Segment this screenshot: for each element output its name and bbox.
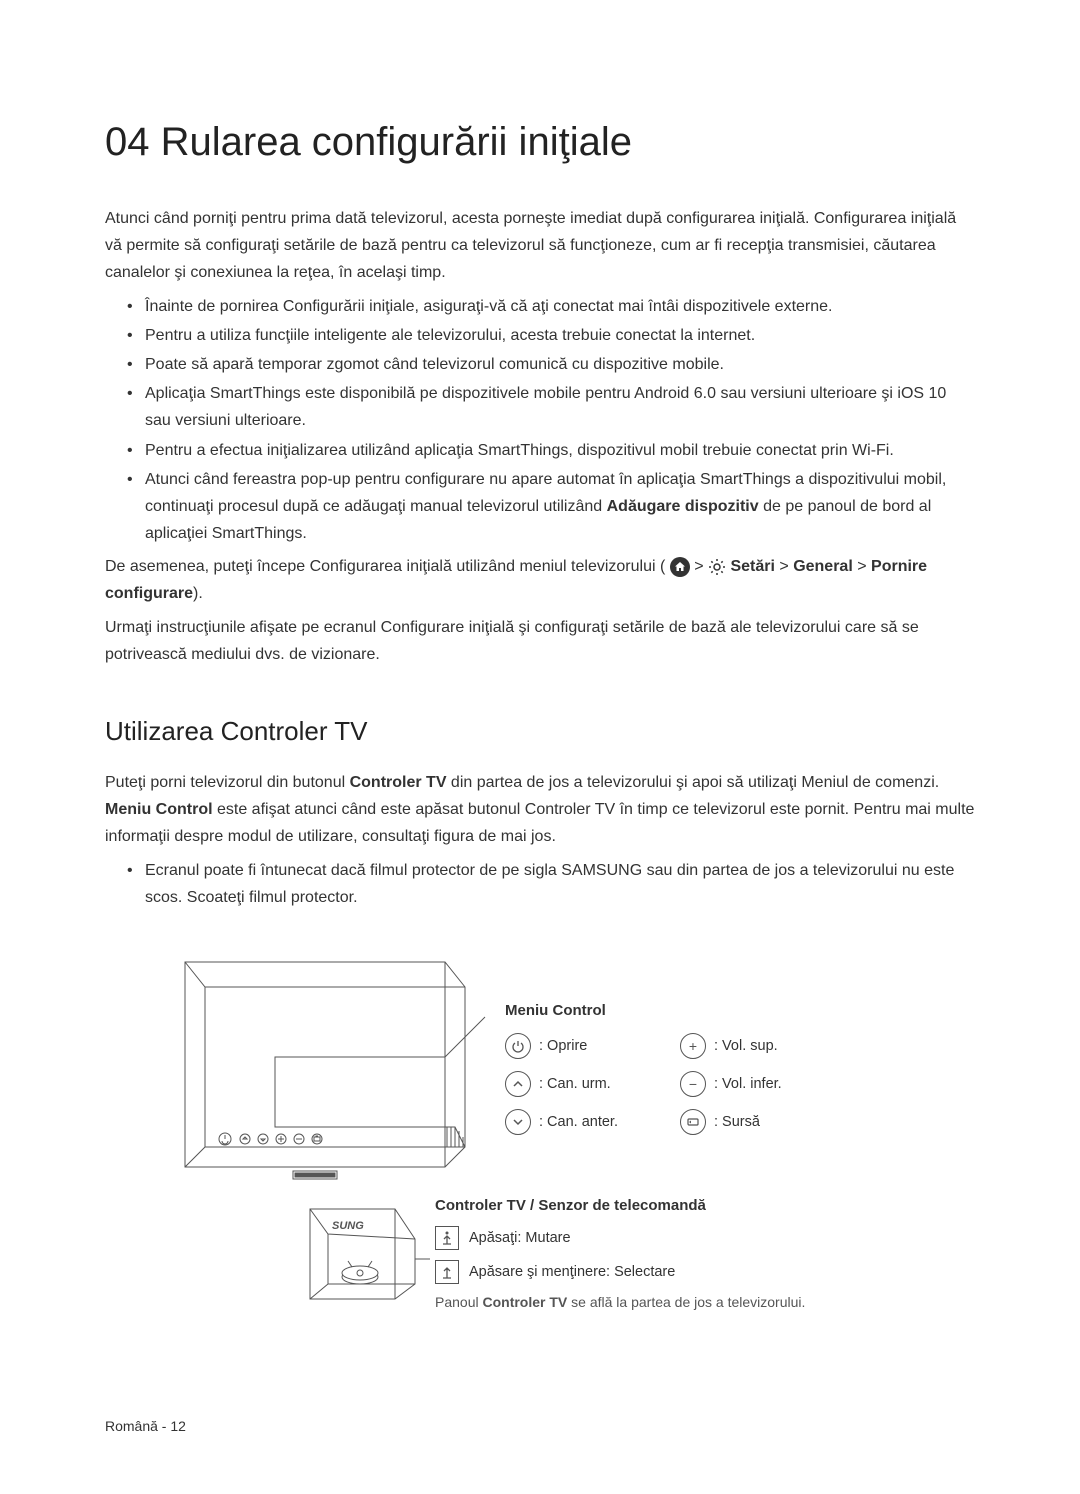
menu-item-label: : Can. anter. (539, 1114, 618, 1130)
menu-item-chup: : Can. urm. (505, 1071, 680, 1097)
path-general: General (793, 558, 853, 575)
menu-item-label: : Sursă (714, 1114, 760, 1130)
menu-item-volup: + : Vol. sup. (680, 1033, 855, 1059)
menu-path: De asemenea, puteţi începe Configurarea … (105, 553, 975, 607)
list-item: Pentru a efectua iniţializarea utilizând… (145, 437, 975, 464)
menu-item-label: : Can. urm. (539, 1076, 611, 1092)
menu-control-title: Meniu Control (505, 1002, 855, 1019)
menu-control-block: Meniu Control : Oprire + : Vol. sup. : (505, 1002, 855, 1135)
chevron-right-icon: > (694, 558, 708, 575)
page-title: 04 Rularea configurării iniţiale (105, 120, 975, 165)
list-item: Pentru a utiliza funcţiile inteligente a… (145, 322, 975, 349)
menu-grid: : Oprire + : Vol. sup. : Can. urm. − : V… (505, 1033, 855, 1135)
chevron-right-icon: > (779, 558, 793, 575)
menu-item-power: : Oprire (505, 1033, 680, 1059)
chevron-up-icon (505, 1071, 531, 1097)
list-item: Ecranul poate fi întunecat dacă filmul p… (145, 857, 975, 911)
home-icon (670, 557, 690, 577)
bullet-list-1: Înainte de pornirea Configurării iniţial… (105, 293, 975, 548)
text: Panoul (435, 1294, 482, 1310)
list-item: Înainte de pornirea Configurării iniţial… (145, 293, 975, 320)
source-icon (680, 1109, 706, 1135)
press-hold-icon (435, 1260, 459, 1284)
diagram-area: Meniu Control : Oprire + : Vol. sup. : (105, 947, 975, 1407)
press-move-icon (435, 1226, 459, 1250)
power-icon (505, 1033, 531, 1059)
controller-note: Panoul Controler TV se află la partea de… (435, 1294, 995, 1310)
minus-icon: − (680, 1071, 706, 1097)
plus-icon: + (680, 1033, 706, 1059)
chevron-right-icon: > (857, 558, 871, 575)
bold-text: Controler TV (482, 1294, 567, 1310)
action-label: Apăsare şi menţinere: Selectare (469, 1264, 675, 1280)
action-row-move: Apăsaţi: Mutare (435, 1226, 995, 1250)
menu-item-chdn: : Can. anter. (505, 1109, 680, 1135)
text: se află la partea de jos a televizorului… (567, 1294, 805, 1310)
controller-block: Controler TV / Senzor de telecomandă Apă… (435, 1197, 995, 1310)
instructions-paragraph: Urmaţi instrucţiunile afişate pe ecranul… (105, 614, 975, 668)
menu-item-source: : Sursă (680, 1109, 855, 1135)
text: este afişat atunci când este apăsat buto… (105, 801, 974, 845)
gear-icon (708, 558, 726, 576)
logo-text: SUNG (332, 1220, 364, 1232)
tv-diagram (165, 947, 495, 1197)
page-footer: Română - 12 (105, 1418, 186, 1434)
section2-paragraph: Puteţi porni televizorul din butonul Con… (105, 769, 975, 851)
text: din partea de jos a televizorului şi apo… (446, 774, 939, 791)
bold-text: Controler TV (350, 774, 447, 791)
controller-detail-diagram: SUNG (300, 1199, 430, 1309)
document-page: 04 Rularea configurării iniţiale Atunci … (0, 0, 1080, 1407)
menu-item-label: : Vol. sup. (714, 1038, 778, 1054)
list-item: Aplicaţia SmartThings este disponibilă p… (145, 380, 975, 434)
menu-item-label: : Vol. infer. (714, 1076, 782, 1092)
controller-title: Controler TV / Senzor de telecomandă (435, 1197, 995, 1214)
path-text: De asemenea, puteţi începe Configurarea … (105, 558, 665, 575)
list-item: Poate să apară temporar zgomot când tele… (145, 351, 975, 378)
text: Puteţi porni televizorul din butonul (105, 774, 350, 791)
list-item: Atunci când fereastra pop-up pentru conf… (145, 466, 975, 548)
bold-text: Meniu Control (105, 801, 213, 818)
bullet-list-2: Ecranul poate fi întunecat dacă filmul p… (105, 857, 975, 911)
action-row-select: Apăsare şi menţinere: Selectare (435, 1260, 995, 1284)
path-close: ). (193, 585, 203, 602)
menu-item-label: : Oprire (539, 1038, 587, 1054)
section-heading: Utilizarea Controler TV (105, 716, 975, 747)
menu-item-voldn: − : Vol. infer. (680, 1071, 855, 1097)
list-item-bold: Adăugare dispozitiv (607, 498, 759, 515)
chevron-down-icon (505, 1109, 531, 1135)
action-label: Apăsaţi: Mutare (469, 1230, 571, 1246)
intro-paragraph: Atunci când porniţi pentru prima dată te… (105, 205, 975, 287)
path-setari: Setări (730, 558, 774, 575)
